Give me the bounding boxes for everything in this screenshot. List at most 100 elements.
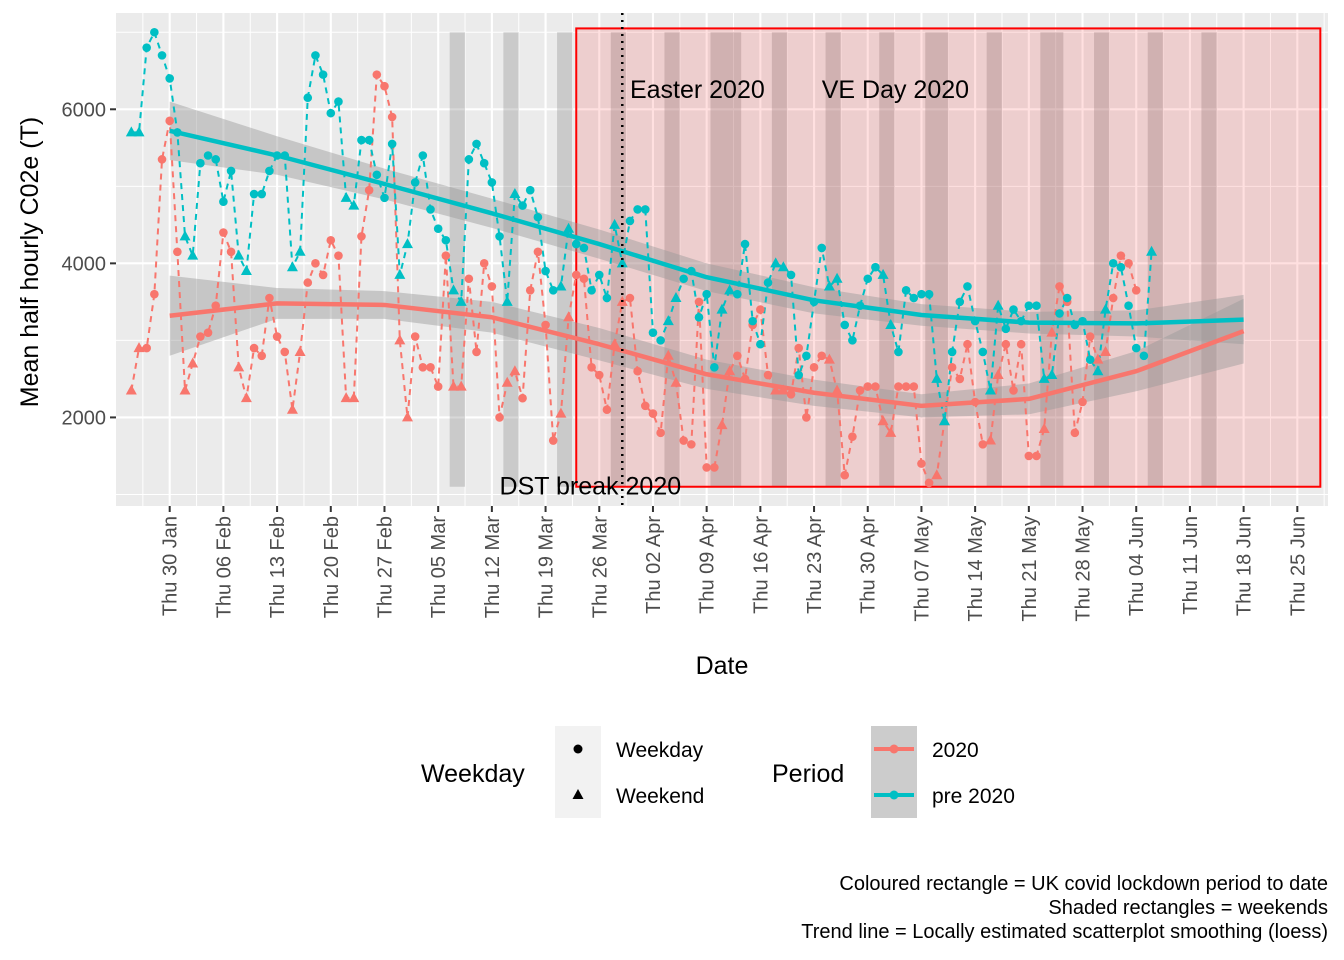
weekend-point-2020 (885, 426, 897, 437)
weekday-point-pre-2020 (257, 189, 267, 199)
weekday-point-pre-2020 (863, 274, 873, 284)
weekday-point-pre-2020 (472, 139, 481, 149)
annotation-label: VE Day 2020 (822, 76, 969, 104)
weekday-point-pre-2020 (1009, 305, 1018, 314)
weekday-point-2020 (963, 339, 972, 349)
weekday-point-pre-2020 (733, 289, 742, 299)
weekday-point-2020 (211, 301, 221, 311)
weekday-point-pre-2020 (495, 232, 504, 241)
weekday-point-2020 (763, 370, 773, 380)
weekday-point-pre-2020 (1131, 343, 1141, 353)
weekend-point-2020 (501, 376, 513, 387)
weekday-point-pre-2020 (1124, 301, 1133, 311)
weekday-point-pre-2020 (150, 27, 159, 37)
weekend-point-2020 (448, 380, 460, 391)
weekday-point-pre-2020 (326, 108, 336, 118)
weekday-point-2020 (694, 297, 704, 307)
legend-weekday-key-background (555, 726, 601, 818)
weekday-point-pre-2020 (533, 212, 543, 222)
weekend-point-2020 (931, 469, 943, 480)
weekday-point-pre-2020 (947, 347, 957, 357)
x-tick-label: Thu 16 Apr (750, 516, 772, 614)
x-tick-label: Thu 21 May (1019, 516, 1041, 622)
weekday-point-2020 (518, 393, 527, 403)
weekday-point-pre-2020 (1070, 320, 1080, 330)
legend-weekday-circle-icon (573, 744, 583, 754)
weekend-rectangle (825, 32, 841, 487)
weekday-point-pre-2020 (917, 289, 926, 299)
weekday-point-2020 (1108, 293, 1118, 303)
weekend-point-pre-2020 (286, 261, 298, 272)
weekend-point-pre-2020 (509, 188, 521, 199)
weekday-point-pre-2020 (426, 205, 435, 214)
weekend-rectangle (610, 32, 627, 487)
weekday-point-2020 (380, 81, 389, 91)
x-tick-label: Thu 20 Feb (321, 516, 343, 618)
x-tick-label: Thu 26 Mar (589, 516, 611, 619)
weekend-rectangle (503, 32, 519, 487)
weekday-point-2020 (1016, 339, 1026, 349)
weekday-point-2020 (1055, 282, 1064, 291)
weekday-point-2020 (203, 328, 213, 337)
weekday-point-2020 (280, 347, 290, 357)
weekday-point-pre-2020 (1108, 259, 1118, 268)
weekday-point-pre-2020 (311, 51, 320, 60)
x-tick-label: Thu 12 Mar (482, 516, 504, 619)
weekend-rectangle (664, 32, 680, 487)
weekend-point-2020 (1038, 422, 1050, 433)
weekday-point-2020 (173, 247, 182, 257)
weekend-point-pre-2020 (938, 415, 950, 426)
legend-weekend-triangle-icon (572, 789, 584, 799)
weekend-point-2020 (1092, 353, 1104, 364)
weekend-point-pre-2020 (455, 295, 467, 306)
weekend-point-pre-2020 (1100, 303, 1112, 314)
weekday-point-pre-2020 (901, 286, 911, 295)
weekday-point-pre-2020 (249, 189, 259, 199)
weekday-point-pre-2020 (265, 166, 274, 176)
weekday-point-pre-2020 (1032, 301, 1041, 311)
weekday-point-2020 (756, 305, 765, 314)
weekday-point-pre-2020 (848, 336, 857, 345)
weekday-point-pre-2020 (410, 178, 420, 187)
weekday-point-2020 (249, 343, 259, 353)
weekday-point-2020 (387, 112, 397, 122)
weekend-rectangle (710, 32, 742, 487)
x-tick-label: Thu 06 Feb (213, 516, 235, 618)
weekday-point-pre-2020 (380, 193, 389, 203)
weekday-point-pre-2020 (441, 235, 451, 245)
series-line-pre-2020 (131, 29, 1153, 422)
trend-line-pre-2020 (169, 128, 1244, 326)
weekday-point-2020 (656, 428, 665, 438)
weekend-rectangle (1201, 32, 1217, 487)
weekend-point-2020 (187, 357, 199, 368)
weekday-point-pre-2020 (1062, 293, 1072, 303)
x-tick-label: Thu 30 Jan (160, 516, 182, 616)
weekday-point-pre-2020 (978, 347, 988, 357)
weekday-point-2020 (272, 332, 282, 341)
minor-gridlines (116, 13, 1328, 506)
x-axis: Thu 30 Jan Thu 06 Feb Thu 13 Feb Thu 20 Feb… (160, 506, 1309, 622)
legend-period-title: Period (772, 760, 844, 788)
weekend-point-pre-2020 (931, 372, 943, 383)
legend-period-item-pre2020: pre 2020 (932, 785, 1015, 808)
weekend-point-2020 (992, 369, 1004, 380)
weekday-point-2020 (640, 401, 650, 411)
weekday-point-2020 (165, 116, 174, 126)
weekday-point-pre-2020 (802, 351, 811, 361)
weekend-rectangle (1147, 32, 1164, 487)
weekend-point-pre-2020 (240, 265, 252, 276)
weekday-point-pre-2020 (740, 239, 750, 249)
weekday-point-2020 (894, 382, 903, 391)
weekday-point-2020 (1070, 428, 1080, 438)
weekday-point-pre-2020 (219, 197, 228, 207)
weekday-point-pre-2020 (226, 166, 236, 176)
weekday-point-pre-2020 (364, 135, 374, 145)
weekday-point-pre-2020 (1024, 301, 1034, 311)
annotation-label: Easter 2020 (630, 76, 765, 104)
weekend-rectangle (879, 32, 895, 487)
weekend-point-2020 (233, 361, 245, 372)
weekend-point-2020 (563, 311, 575, 322)
weekday-point-2020 (533, 247, 543, 257)
weekend-point-pre-2020 (125, 126, 137, 137)
